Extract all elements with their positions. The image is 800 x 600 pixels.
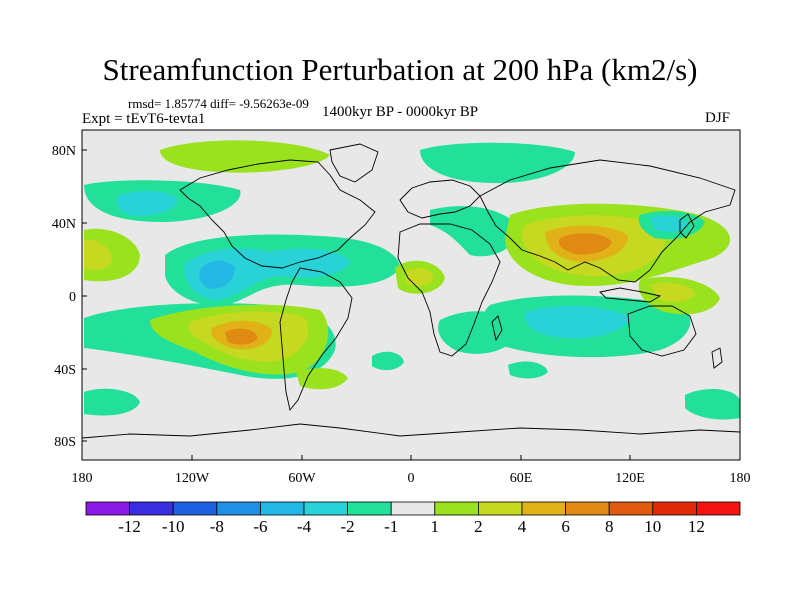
contour-north-atlantic-teal — [420, 142, 575, 184]
colorbar-label-1: -10 — [162, 517, 185, 536]
y-tick-label-40n: 40N — [52, 217, 76, 232]
x-tick-label-180e: 180 — [730, 471, 751, 486]
coast-south-america — [279, 267, 353, 412]
colorbar: -12 -10 -8 -6 -4 -2 -1 1 2 4 6 8 10 12 — [85, 501, 741, 536]
colorbar-swatch-9 — [477, 501, 523, 516]
colorbar-label-13: 12 — [688, 517, 705, 536]
coast-australia — [627, 305, 697, 357]
x-axis-ticks — [81, 455, 741, 460]
contour-australia-yellow — [650, 282, 696, 302]
colorbar-label-4: -4 — [297, 517, 312, 536]
contour-tropical-blue — [199, 260, 235, 289]
colorbar-swatch-13 — [652, 501, 697, 516]
y-tick-label-40s: 40S — [54, 363, 76, 378]
stats-text: rmsd= 1.85774 diff= -9.56263e-09 — [128, 96, 309, 111]
contour-satl-small — [372, 351, 404, 371]
colorbar-swatch-11 — [565, 501, 610, 516]
contour-asia-dark — [558, 233, 612, 255]
colorbar-label-6: -1 — [384, 517, 398, 536]
colorbar-swatch-14 — [696, 501, 741, 516]
y-tick-label-0: 0 — [69, 290, 76, 305]
colorbar-label-3: -6 — [253, 517, 267, 536]
x-tick-label-180w: 180 — [72, 471, 93, 486]
contour-so-green — [296, 368, 348, 390]
colorbar-swatch-5 — [303, 501, 348, 516]
contour-so-south-africa — [508, 361, 548, 379]
coast-antarctica — [82, 423, 740, 439]
coast-africa — [397, 223, 501, 357]
x-tick-label-60e: 60E — [510, 471, 533, 486]
x-tick-label-120e: 120E — [615, 471, 645, 486]
map-title: Streamfunction Perturbation at 200 hPa (… — [102, 52, 698, 87]
colorbar-label-9: 4 — [518, 517, 527, 536]
y-tick-label-80n: 80N — [52, 144, 76, 159]
coast-japan — [679, 213, 695, 239]
contour-tropical-cyan — [184, 248, 350, 300]
contour-so-teal-east — [685, 388, 740, 420]
contour-fill-layer — [84, 140, 740, 420]
colorbar-swatch-4 — [259, 501, 305, 516]
coast-greenland — [329, 143, 379, 183]
coastline-layer — [82, 143, 740, 439]
experiment-label: Expt = tEvT6-tevta1 — [82, 111, 206, 127]
colorbar-swatch-7 — [390, 501, 436, 516]
contour-indian-cyan — [524, 306, 630, 339]
x-tick-label-0: 0 — [408, 471, 415, 486]
colorbar-label-0: -12 — [118, 517, 141, 536]
contour-so-teal-west — [84, 388, 140, 416]
colorbar-swatch-12 — [608, 501, 654, 516]
colorbar-swatch-0 — [85, 501, 130, 516]
coast-new-zealand — [711, 347, 723, 369]
colorbar-label-5: -2 — [341, 517, 355, 536]
colorbar-swatch-8 — [434, 501, 479, 516]
colorbar-label-2: -8 — [210, 517, 224, 536]
y-axis-ticks — [82, 149, 87, 442]
colorbar-swatch-10 — [521, 501, 566, 516]
coast-indonesia — [599, 287, 662, 303]
contour-japan-cyan — [650, 215, 688, 232]
coast-north-america — [179, 159, 376, 269]
colorbar-label-12: 10 — [644, 517, 661, 536]
contour-atl-teal-loop — [430, 206, 520, 257]
coast-europe — [399, 179, 481, 219]
season-label: DJF — [705, 110, 731, 126]
contour-npac-cyan — [117, 190, 178, 216]
colorbar-swatch-2 — [172, 501, 218, 516]
coast-madagascar — [491, 315, 503, 342]
colorbar-swatch-6 — [347, 501, 392, 516]
coast-asia — [479, 159, 736, 283]
colorbar-label-11: 8 — [605, 517, 614, 536]
contour-wpac-yellow — [84, 239, 112, 270]
y-tick-label-80s: 80S — [54, 435, 76, 450]
period-label: 1400kyr BP - 0000kyr BP — [322, 104, 479, 120]
x-tick-label-60w: 60W — [288, 471, 316, 486]
contour-arctic-green — [160, 140, 330, 173]
colorbar-label-7: 1 — [431, 517, 440, 536]
colorbar-swatch-1 — [129, 501, 174, 516]
colorbar-label-8: 2 — [474, 517, 483, 536]
colorbar-swatch-3 — [216, 501, 261, 516]
colorbar-label-10: 6 — [561, 517, 570, 536]
x-tick-label-120w: 120W — [175, 471, 210, 486]
contour-spac-dark — [225, 328, 258, 345]
